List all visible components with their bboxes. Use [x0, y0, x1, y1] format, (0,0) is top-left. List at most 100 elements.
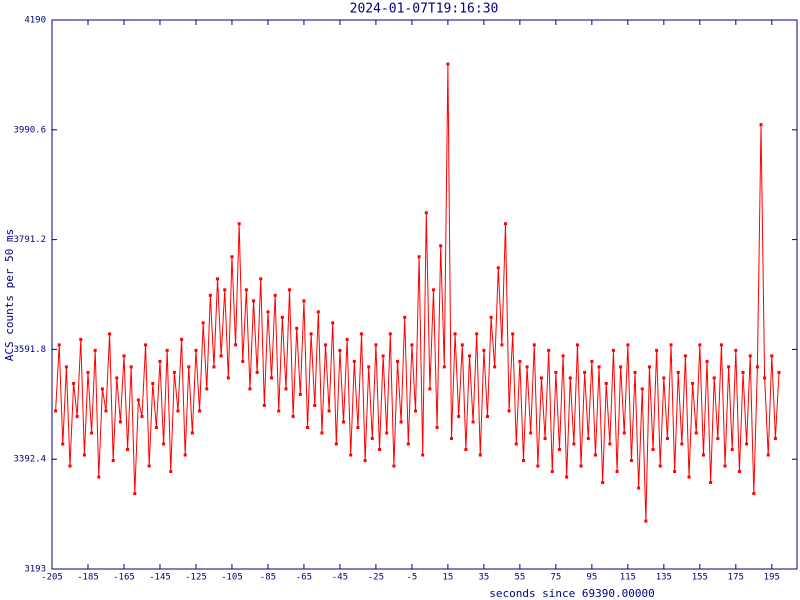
data-point	[327, 409, 331, 413]
data-point	[100, 387, 104, 391]
data-point	[683, 354, 687, 358]
data-point	[676, 370, 680, 374]
data-point	[144, 343, 148, 347]
data-point	[536, 464, 540, 468]
data-point	[154, 425, 158, 429]
data-point	[604, 381, 608, 385]
data-point	[306, 425, 310, 429]
data-point	[277, 409, 281, 413]
data-point	[622, 431, 626, 435]
data-point	[593, 453, 597, 457]
data-point	[82, 453, 86, 457]
data-point	[431, 288, 435, 292]
x-tick-label: -185	[77, 573, 99, 583]
data-point	[597, 365, 601, 369]
data-point	[205, 387, 209, 391]
data-point	[575, 343, 579, 347]
data-point	[208, 293, 212, 297]
data-point	[252, 299, 256, 303]
data-point	[665, 436, 669, 440]
data-point	[493, 365, 497, 369]
data-point	[763, 376, 767, 380]
data-point	[734, 348, 738, 352]
x-tick-label: -145	[149, 573, 171, 583]
data-point	[115, 376, 119, 380]
data-point	[61, 442, 65, 446]
data-point	[608, 442, 612, 446]
x-tick-label: -5	[406, 573, 417, 583]
y-tick-label: 4190	[24, 16, 46, 26]
data-point	[151, 381, 155, 385]
data-point	[500, 343, 504, 347]
x-tick-label: 55	[514, 573, 525, 583]
data-point	[518, 359, 522, 363]
data-point	[97, 475, 101, 479]
data-point	[133, 492, 137, 496]
data-point	[352, 359, 356, 363]
data-point	[216, 277, 220, 281]
data-point	[428, 387, 432, 391]
data-point	[302, 299, 306, 303]
data-point	[57, 343, 61, 347]
data-point	[403, 315, 407, 319]
data-point	[773, 436, 777, 440]
data-point	[360, 332, 364, 336]
data-point	[270, 376, 274, 380]
data-point	[539, 376, 543, 380]
data-point	[385, 431, 389, 435]
data-point	[619, 365, 623, 369]
y-tick-label: 3193	[24, 565, 46, 575]
data-point	[334, 442, 338, 446]
x-tick-label: 115	[620, 573, 636, 583]
data-point	[640, 387, 644, 391]
x-tick-label: -105	[221, 573, 243, 583]
data-point	[543, 436, 547, 440]
data-point	[777, 370, 781, 374]
data-point	[464, 448, 468, 452]
data-point	[579, 464, 583, 468]
data-point	[701, 453, 705, 457]
data-point	[388, 332, 392, 336]
data-point	[568, 376, 572, 380]
data-point	[644, 519, 648, 523]
data-point	[374, 343, 378, 347]
data-point	[417, 255, 421, 259]
data-point	[705, 359, 709, 363]
data-point	[136, 398, 140, 402]
data-point	[126, 448, 130, 452]
data-point	[658, 464, 662, 468]
data-point	[770, 354, 774, 358]
data-point	[453, 332, 457, 336]
y-tick-label: 3791.2	[13, 235, 46, 245]
data-point	[680, 442, 684, 446]
data-point	[284, 387, 288, 391]
data-point	[226, 376, 230, 380]
data-point	[381, 354, 385, 358]
data-point	[370, 436, 374, 440]
data-point	[194, 348, 198, 352]
data-point	[54, 409, 58, 413]
y-tick-label: 3591.8	[13, 345, 46, 355]
data-point	[86, 370, 90, 374]
data-point	[583, 370, 587, 374]
data-point	[673, 470, 677, 474]
data-point	[320, 431, 324, 435]
x-tick-label: 75	[550, 573, 561, 583]
data-point	[316, 310, 320, 314]
data-point	[79, 337, 83, 341]
data-point	[237, 222, 241, 226]
data-point	[745, 442, 749, 446]
chart-title: 2024-01-07T19:16:30	[350, 2, 499, 17]
data-point	[111, 459, 115, 463]
data-point	[212, 365, 216, 369]
data-point	[75, 414, 79, 418]
data-point	[248, 387, 252, 391]
data-point	[529, 431, 533, 435]
data-point	[449, 436, 453, 440]
data-point	[496, 266, 500, 270]
data-point	[561, 354, 565, 358]
data-point	[187, 365, 191, 369]
data-point	[280, 315, 284, 319]
